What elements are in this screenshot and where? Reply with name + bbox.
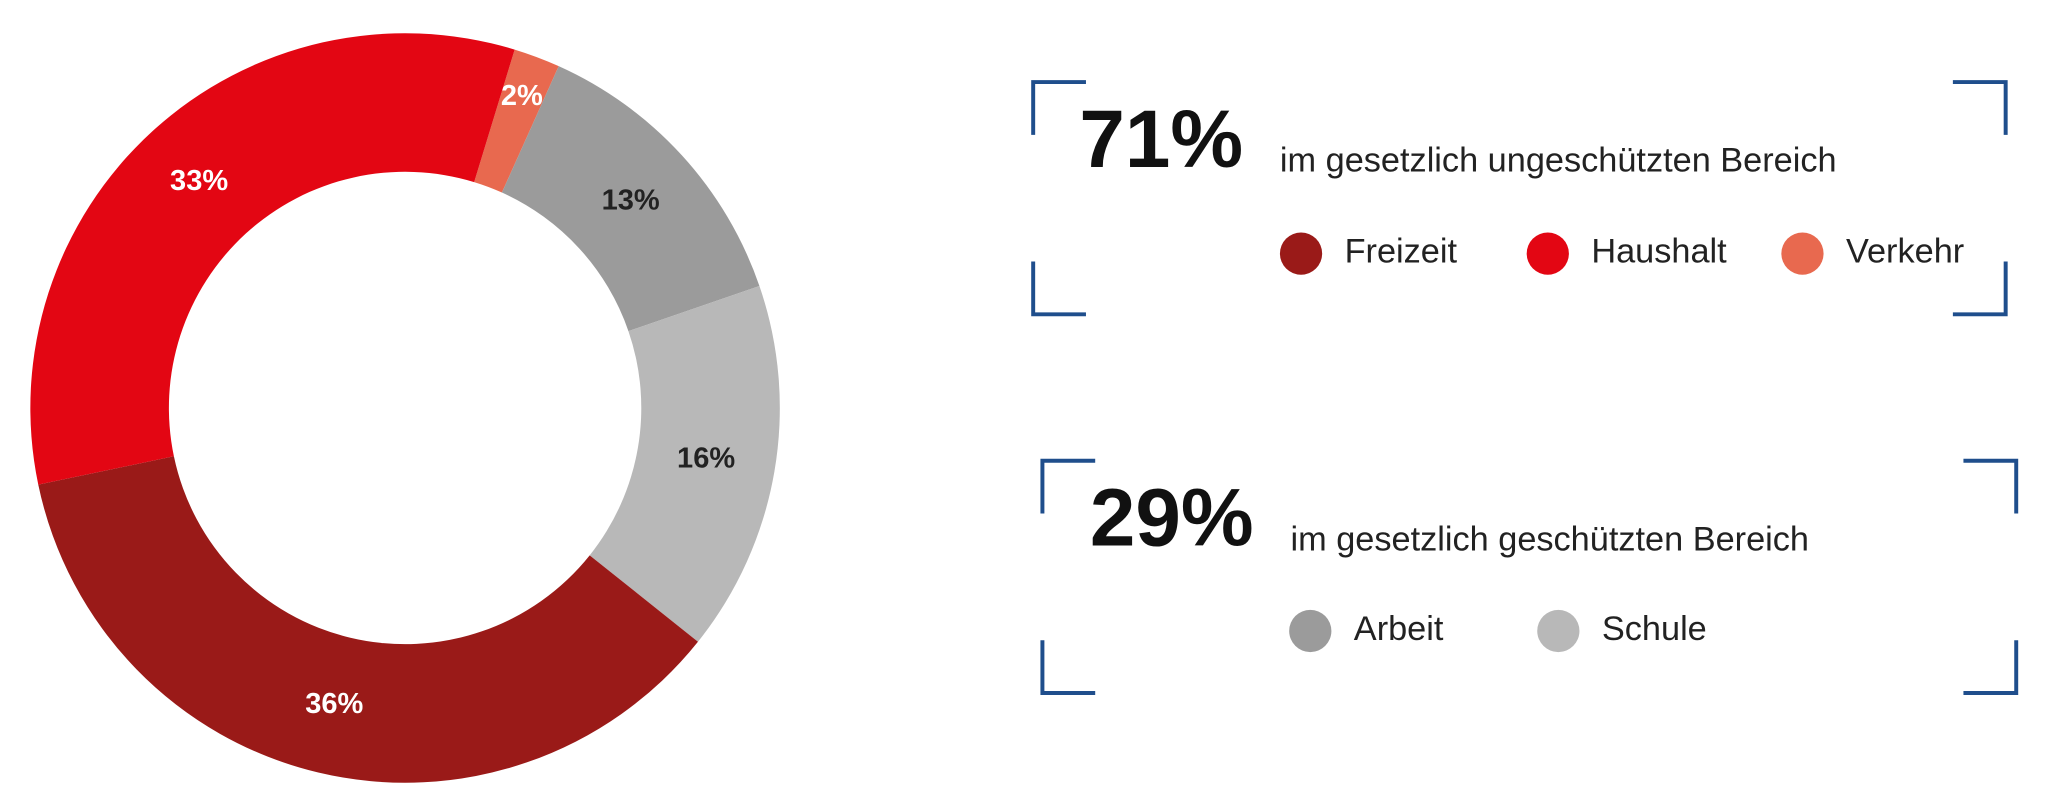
slice-label: 16%	[677, 443, 735, 475]
legend-marker	[1537, 609, 1580, 653]
legend-label: Haushalt	[1591, 233, 1727, 271]
bracket	[1031, 80, 1086, 135]
group-text: im gesetzlich ungeschützten Bereich	[1280, 142, 1837, 180]
slice-label: 36%	[305, 688, 363, 720]
slice	[38, 456, 698, 783]
slice	[30, 33, 515, 485]
group-text: im gesetzlich geschützten Bereich	[1290, 520, 1809, 558]
legend-label: Freizeit	[1345, 233, 1458, 271]
slice	[589, 285, 780, 642]
legend-marker	[1289, 609, 1332, 653]
bracket	[1963, 640, 2019, 695]
group-total: 71%	[1079, 94, 1243, 185]
legend-marker	[1526, 232, 1569, 275]
bracket	[1952, 261, 2008, 317]
bracket	[1963, 458, 2019, 514]
slice	[474, 49, 559, 193]
bracket	[1031, 261, 1086, 317]
slice-label: 33%	[170, 165, 228, 197]
legend-marker	[1781, 232, 1824, 275]
slice-label: 2%	[501, 80, 543, 112]
legend-marker	[1279, 232, 1323, 275]
slice-label: 13%	[602, 185, 660, 217]
slice	[501, 66, 760, 332]
bracket	[1952, 80, 2008, 135]
group-total: 29%	[1090, 473, 1254, 564]
bracket	[1040, 640, 1096, 695]
legend-label: Arbeit	[1354, 610, 1444, 648]
legend-label: Verkehr	[1846, 233, 1964, 271]
legend-label: Schule	[1602, 610, 1707, 648]
bracket	[1040, 458, 1096, 514]
